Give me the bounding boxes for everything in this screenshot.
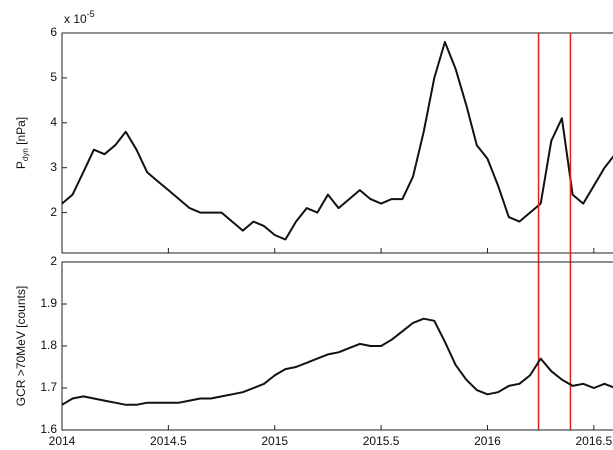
x-tick-label: 2014: [49, 434, 76, 448]
y-tick-label: 2: [50, 254, 57, 268]
plot-frame: [61, 261, 613, 431]
y-label-rest: [nPa]: [14, 117, 28, 148]
y-axis-label: Pdyn [nPa]: [14, 117, 30, 169]
x-tick-label: 2016.5: [576, 434, 613, 448]
plot-frame: [61, 32, 613, 254]
y-tick-label: 1.9: [40, 296, 57, 310]
y-tick-label: 2: [50, 205, 57, 219]
y-axis-label: GCR >70MeV [counts]: [14, 286, 28, 406]
y-tick-label: 1.6: [40, 422, 57, 436]
y-tick-label: 4: [50, 115, 57, 129]
y-label-main: P: [14, 161, 28, 169]
multiplier-base: x 10: [64, 12, 87, 26]
x-tick-label: 2014.5: [150, 434, 187, 448]
y-tick-label: 1.7: [40, 380, 57, 394]
x-tick-label: 2015: [261, 434, 288, 448]
y-tick-label: 6: [50, 25, 57, 39]
data-line: [61, 317, 613, 406]
x-tick-label: 2015.5: [363, 434, 400, 448]
y-tick-label: 1.8: [40, 338, 57, 352]
x-tick-label: 2016: [474, 434, 501, 448]
data-line: [61, 41, 613, 241]
axis-multiplier: x 10-5: [64, 9, 95, 26]
multiplier-exponent: -5: [87, 9, 95, 19]
y-tick-label: 5: [50, 70, 57, 84]
y-label-sub: dyn: [21, 148, 30, 161]
y-tick-label: 3: [50, 160, 57, 174]
